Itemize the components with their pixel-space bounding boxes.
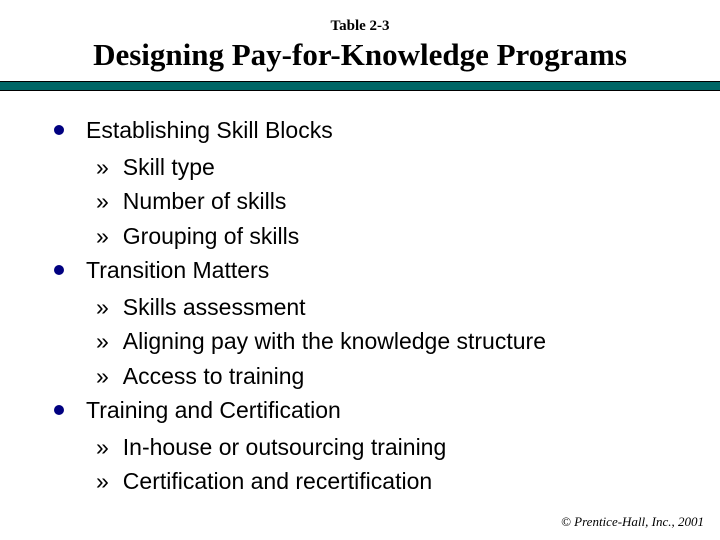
bullet-icon	[54, 405, 64, 415]
raquo-icon: »	[96, 184, 109, 219]
copyright-footer: © Prentice-Hall, Inc., 2001	[561, 514, 704, 530]
sub-item: » Number of skills	[54, 184, 680, 219]
sub-item-text: Grouping of skills	[123, 219, 299, 254]
bullet-icon	[54, 125, 64, 135]
raquo-icon: »	[96, 150, 109, 185]
sub-item-text: Number of skills	[123, 184, 287, 219]
sub-item-text: Certification and recertification	[123, 464, 432, 499]
sub-item: » Access to training	[54, 359, 680, 394]
raquo-icon: »	[96, 359, 109, 394]
sub-item-text: Skills assessment	[123, 290, 306, 325]
slide-title: Designing Pay-for-Knowledge Programs	[0, 37, 720, 81]
list-item: Establishing Skill Blocks » Skill type »…	[54, 113, 680, 253]
item-title: Establishing Skill Blocks	[86, 113, 333, 148]
sub-item: » Aligning pay with the knowledge struct…	[54, 324, 680, 359]
sub-item: » Grouping of skills	[54, 219, 680, 254]
sub-item-text: In-house or outsourcing training	[123, 430, 446, 465]
raquo-icon: »	[96, 290, 109, 325]
list-item: Transition Matters » Skills assessment »…	[54, 253, 680, 393]
raquo-icon: »	[96, 219, 109, 254]
slide: Table 2-3 Designing Pay-for-Knowledge Pr…	[0, 0, 720, 540]
item-title: Training and Certification	[86, 393, 341, 428]
raquo-icon: »	[96, 430, 109, 465]
bullet-icon	[54, 265, 64, 275]
item-head: Training and Certification	[54, 393, 680, 428]
item-head: Transition Matters	[54, 253, 680, 288]
sub-item-text: Access to training	[123, 359, 305, 394]
sub-item-text: Aligning pay with the knowledge structur…	[123, 324, 546, 359]
table-number: Table 2-3	[0, 18, 720, 35]
rule-teal-bar	[0, 82, 720, 90]
raquo-icon: »	[96, 324, 109, 359]
sub-item: » Certification and recertification	[54, 464, 680, 499]
title-rule	[0, 81, 720, 91]
raquo-icon: »	[96, 464, 109, 499]
item-title: Transition Matters	[86, 253, 269, 288]
sub-item: » In-house or outsourcing training	[54, 430, 680, 465]
item-head: Establishing Skill Blocks	[54, 113, 680, 148]
content-area: Establishing Skill Blocks » Skill type »…	[0, 91, 720, 499]
list-item: Training and Certification » In-house or…	[54, 393, 680, 499]
sub-item: » Skill type	[54, 150, 680, 185]
sub-item: » Skills assessment	[54, 290, 680, 325]
sub-item-text: Skill type	[123, 150, 215, 185]
